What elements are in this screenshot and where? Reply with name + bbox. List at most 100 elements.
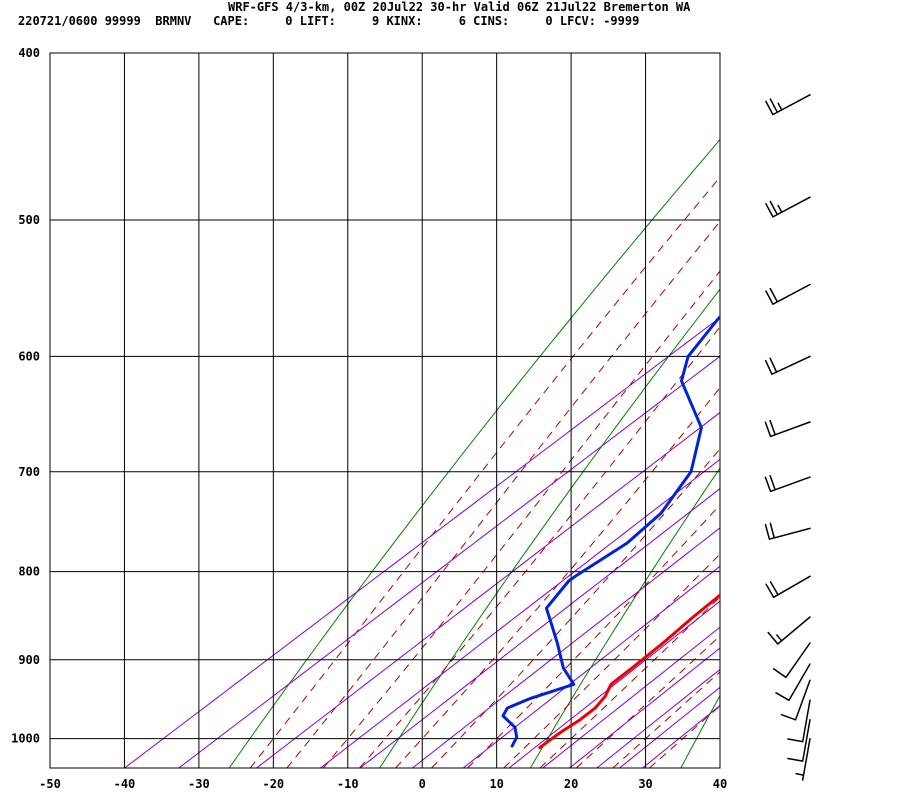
mixing-ratio-line (412, 527, 720, 768)
temperature-point (856, 427, 858, 429)
wind-barb (787, 699, 811, 743)
temperature-point (692, 616, 695, 618)
temperature-point (631, 667, 633, 669)
moist-adiabat-line (322, 270, 720, 768)
x-tick-label: -10 (337, 777, 359, 791)
dry-adiabats (228, 53, 900, 768)
wind-barb (764, 419, 811, 438)
wind-barb (787, 718, 811, 762)
x-tick-label: -30 (188, 777, 210, 791)
pressure-tick-labels: 400 500 600 700 800 900 1000 (11, 46, 40, 746)
moist-adiabat-line (395, 386, 720, 768)
moist-adiabat-line (539, 596, 720, 768)
pressure-tick-label: 600 (18, 349, 40, 363)
x-tick-label: 20 (564, 777, 578, 791)
mixing-ratio-line (542, 626, 720, 768)
moist-adiabat-line (503, 553, 720, 768)
dewpoint-point (545, 607, 548, 610)
dry-adiabat-line (379, 288, 720, 768)
dewpoint-point (506, 707, 509, 709)
wind-barb (780, 679, 811, 721)
temperature-point (550, 737, 553, 740)
dewpoint-point (717, 317, 720, 319)
dewpoint-line (501, 314, 720, 748)
dewpoint-point (764, 277, 766, 279)
dewpoint-point (855, 189, 857, 191)
dewpoint-point (502, 715, 504, 717)
pressure-tick-label: 900 (18, 653, 40, 667)
temperature-line (538, 593, 720, 750)
x-tick-label: 30 (638, 777, 652, 791)
x-tick-label: -40 (114, 777, 136, 791)
grid (49, 52, 721, 768)
wind-barb (795, 737, 811, 781)
dewpoint-point (551, 624, 553, 627)
temperature-point (822, 471, 824, 473)
dewpoint-point (626, 542, 628, 544)
temperature-point (790, 512, 792, 514)
x-tick-label: 40 (713, 777, 727, 791)
dewpoint-point (572, 683, 575, 686)
dewpoint-point (687, 355, 689, 358)
moist-adiabat-line (359, 326, 720, 768)
mixing-ratio-line (256, 411, 720, 768)
temperature-point (662, 642, 664, 644)
moist-adiabat-line (249, 176, 720, 768)
pressure-tick-label: 400 (18, 46, 40, 60)
wind-barb (767, 616, 811, 645)
dewpoint-point (660, 512, 662, 515)
temperature-point (594, 707, 596, 709)
mixing-ratio-line (462, 565, 720, 768)
moist-adiabat-line (576, 635, 720, 768)
wind-barb (764, 474, 811, 493)
temperature-point (604, 695, 607, 698)
dewpoint-point (567, 580, 570, 582)
temperature-point (767, 542, 769, 544)
moist-adiabat-line (467, 504, 720, 768)
temperature-point (883, 392, 885, 394)
moist-adiabat-line (649, 705, 720, 768)
temperature-point (610, 683, 612, 686)
x-tick-label: -20 (262, 777, 284, 791)
dewpoint-point (528, 697, 531, 700)
mixing-ratio-line (642, 704, 720, 768)
pressure-tick-label: 700 (18, 465, 40, 479)
mixing-ratio-line (178, 355, 720, 768)
pressure-tick-label: 1000 (11, 732, 40, 746)
plot-frame (49, 52, 721, 769)
dewpoint-point (562, 667, 565, 669)
wind-barb (765, 283, 811, 305)
dewpoint-series (501, 140, 887, 748)
mixing-ratio-line (508, 600, 720, 768)
pressure-tick-label: 500 (18, 213, 40, 227)
wind-barb (764, 355, 811, 375)
x-tick-label: 10 (489, 777, 503, 791)
chart-subtitle: 220721/0600 99999 BRMNV CAPE: 0 LIFT: 9 … (18, 14, 640, 28)
dewpoint-point (574, 575, 577, 578)
dry-adiabat-line (831, 53, 900, 768)
dewpoint-point (885, 140, 887, 142)
mixing-ratio-line (619, 686, 720, 768)
wind-barb (765, 575, 811, 599)
mixing-ratio-lines (124, 316, 720, 768)
moist-adiabats (249, 176, 720, 768)
dewpoint-point (556, 642, 559, 644)
wind-barb (772, 642, 811, 679)
x-tick-labels: -50 -40 -30 -20 -10 0 10 20 30 40 (39, 777, 727, 791)
x-tick-label: 0 (419, 777, 426, 791)
temperature-point (746, 571, 748, 573)
dry-adiabat-line (680, 694, 720, 768)
moist-adiabat-line (431, 448, 720, 768)
wind-barbs (764, 94, 811, 781)
temperature-series (538, 392, 885, 750)
mixing-ratio-line (359, 488, 720, 768)
wind-barb (765, 196, 811, 218)
temperature-point (538, 746, 541, 749)
mixing-ratio-line (320, 458, 720, 768)
dewpoint-point (690, 470, 692, 473)
dewpoint-point (511, 745, 513, 747)
dewpoint-point (514, 726, 516, 729)
mixing-ratio-line (596, 668, 720, 768)
dry-adiabat-line (529, 467, 720, 768)
